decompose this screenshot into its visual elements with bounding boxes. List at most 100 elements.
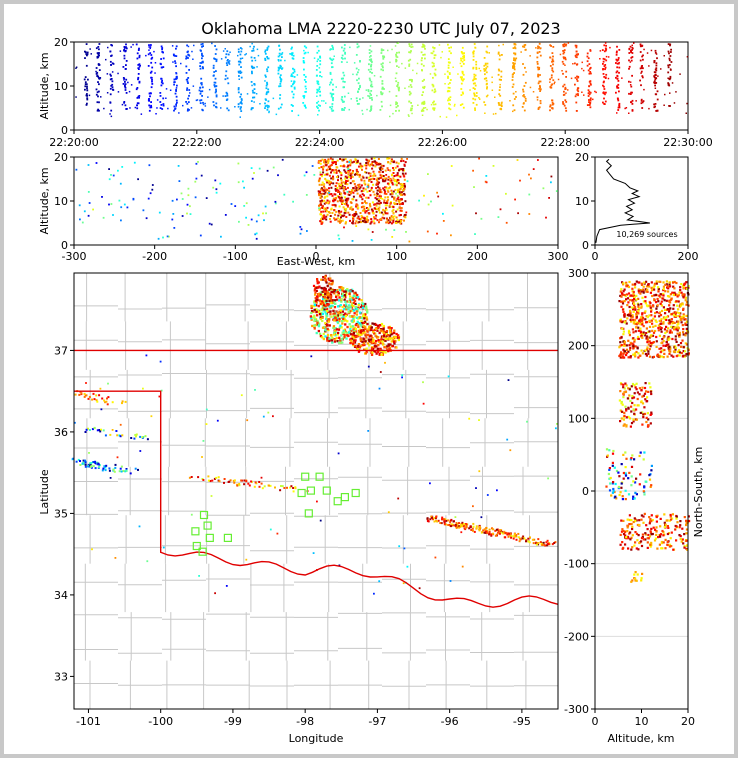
ew-source-dot bbox=[343, 214, 346, 217]
map-source-dot bbox=[130, 437, 133, 439]
time-source-dot bbox=[214, 45, 216, 47]
time-source-dot bbox=[268, 106, 270, 108]
time-source-dot bbox=[171, 45, 174, 47]
ew-source-dot bbox=[343, 208, 346, 211]
map-source-dot bbox=[367, 338, 370, 341]
time-source-dot bbox=[498, 58, 501, 61]
map-source-dot bbox=[121, 402, 123, 405]
time-source-dot bbox=[553, 82, 555, 85]
ns-source-dot bbox=[680, 351, 683, 355]
time-source-dot bbox=[240, 110, 243, 112]
time-source-dot bbox=[188, 89, 191, 91]
map-source-dot bbox=[146, 560, 149, 563]
ew-source-dot bbox=[383, 192, 386, 195]
ew-source-dot bbox=[352, 170, 354, 173]
time-source-dot bbox=[227, 53, 230, 56]
ew-source-dot bbox=[333, 199, 336, 202]
time-source-dot bbox=[138, 68, 140, 70]
time-source-dot bbox=[251, 70, 253, 73]
time-source-dot bbox=[292, 57, 295, 60]
lma-station-marker bbox=[198, 547, 207, 556]
ew-source-dot bbox=[132, 198, 135, 201]
ew-source-dot bbox=[342, 165, 345, 168]
map-source-dot bbox=[114, 463, 117, 466]
map-source-dot bbox=[345, 337, 348, 340]
ew-source-dot bbox=[396, 219, 399, 222]
ns-source-dot bbox=[662, 292, 665, 295]
time-source-dot bbox=[367, 90, 370, 93]
map-source-dot bbox=[115, 430, 118, 432]
time-source-dot bbox=[605, 55, 608, 58]
time-source-dot bbox=[277, 107, 280, 110]
ew-source-dot bbox=[377, 177, 380, 180]
time-source-dot bbox=[407, 59, 410, 62]
ew-altitude-tick-label: 20 bbox=[54, 151, 68, 164]
time-source-dot bbox=[111, 62, 114, 65]
time-source-dot bbox=[289, 53, 291, 55]
ew-source-dot bbox=[326, 168, 329, 171]
time-source-dot bbox=[342, 80, 345, 83]
map-source-dot bbox=[326, 307, 329, 310]
ew-source-dot bbox=[369, 222, 372, 225]
time-source-dot bbox=[668, 52, 670, 55]
time-source-dot bbox=[290, 47, 293, 50]
time-source-dot bbox=[175, 55, 178, 57]
ew-source-dot bbox=[376, 177, 379, 180]
ns-source-dot bbox=[644, 302, 647, 305]
map-source-dot bbox=[243, 483, 246, 486]
ew-source-dot bbox=[219, 182, 222, 185]
ew-source-dot bbox=[359, 162, 362, 165]
time-source-dot bbox=[319, 63, 322, 66]
ns-source-dot bbox=[644, 288, 647, 291]
time-source-dot bbox=[369, 79, 372, 82]
ns-source-dot bbox=[655, 307, 658, 310]
ns-source-dot bbox=[641, 312, 644, 315]
time-source-dot bbox=[501, 54, 503, 56]
map-source-dot bbox=[353, 292, 356, 295]
ns-source-dot bbox=[640, 282, 643, 285]
time-source-dot bbox=[202, 109, 204, 112]
ew-source-dot bbox=[353, 213, 356, 215]
ew-source-dot bbox=[395, 199, 398, 202]
time-source-dot bbox=[396, 51, 398, 54]
time-source-dot bbox=[397, 105, 399, 107]
time-source-dot bbox=[147, 65, 150, 67]
time-source-dot bbox=[225, 91, 228, 94]
time-source-dot bbox=[474, 98, 477, 101]
ew-source-dot bbox=[366, 221, 369, 223]
map-source-dot bbox=[315, 308, 318, 311]
time-source-dot bbox=[95, 70, 97, 73]
time-source-dot bbox=[562, 44, 565, 46]
time-source-dot bbox=[228, 63, 231, 65]
ew-source-dot bbox=[166, 235, 169, 238]
ew-source-dot bbox=[400, 168, 403, 171]
map-source-dot bbox=[343, 331, 346, 334]
time-source-dot bbox=[175, 76, 178, 78]
time-source-dot bbox=[462, 55, 464, 58]
time-source-dot bbox=[549, 109, 551, 112]
time-source-dot bbox=[423, 85, 426, 88]
time-source-dot bbox=[330, 95, 333, 98]
ew-source-dot bbox=[392, 205, 395, 208]
time-source-dot bbox=[486, 62, 489, 65]
time-source-dot bbox=[447, 97, 450, 100]
time-source-dot bbox=[642, 54, 644, 57]
time-source-dot bbox=[220, 58, 223, 60]
ew-source-dot bbox=[110, 203, 113, 205]
map-source-dot bbox=[340, 313, 343, 316]
ew-tick-label: -300 bbox=[62, 250, 87, 263]
map-source-dot bbox=[233, 479, 236, 482]
ew-source-dot bbox=[324, 177, 327, 180]
map-source-dot bbox=[462, 525, 465, 528]
map-source-dot bbox=[382, 350, 385, 353]
time-source-dot bbox=[109, 87, 112, 90]
time-source-dot bbox=[660, 68, 662, 70]
ew-source-dot bbox=[123, 203, 126, 206]
time-source-dot bbox=[367, 95, 369, 97]
map-source-dot bbox=[316, 278, 319, 281]
map-source-dot bbox=[350, 290, 353, 293]
time-source-dot bbox=[669, 105, 671, 107]
time-source-dot bbox=[473, 92, 475, 95]
time-source-dot bbox=[424, 107, 427, 109]
ns-source-dot bbox=[633, 340, 636, 343]
